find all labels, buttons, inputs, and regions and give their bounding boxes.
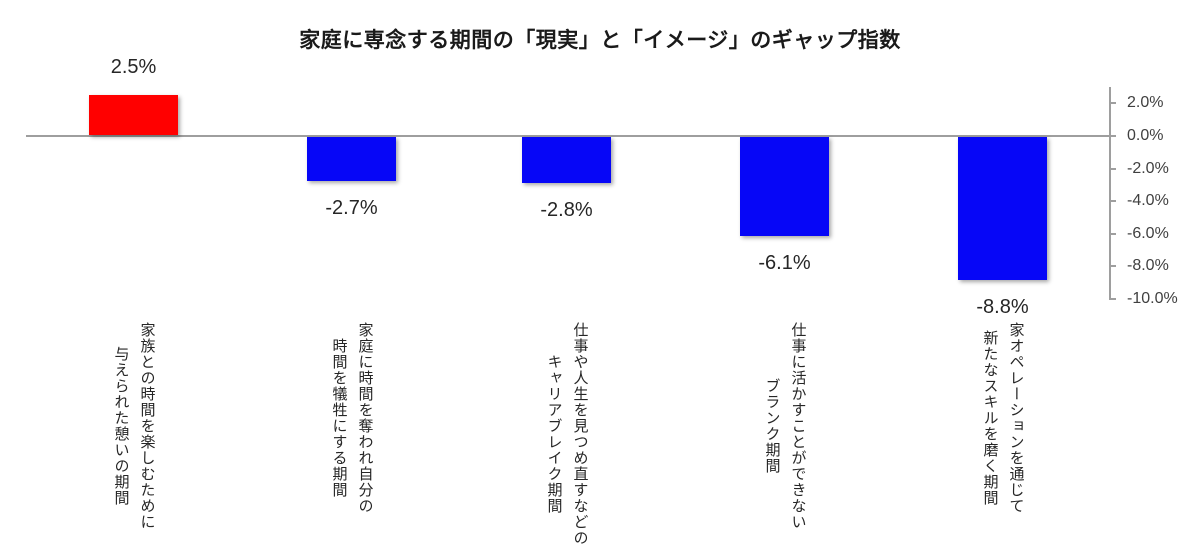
y-axis-tick-label: -4.0% — [1127, 192, 1169, 210]
category-label: 仕事に活かすことができない ブランク期間 — [763, 322, 807, 530]
category-label: 家オペレーションを通じて 新たなスキルを磨く期間 — [981, 322, 1025, 514]
y-axis-tick — [1109, 167, 1116, 170]
category-label: 家庭に時間を奪われ自分の 時間を犠牲にする期間 — [330, 322, 374, 514]
bar-value-label: -8.8% — [976, 296, 1029, 319]
zero-gridline — [26, 135, 1109, 137]
bar — [89, 95, 178, 135]
bar — [958, 137, 1047, 281]
y-axis-tick — [1109, 102, 1116, 105]
y-axis-tick — [1109, 265, 1116, 268]
bar — [740, 137, 829, 237]
bar-value-label: 2.5% — [110, 56, 157, 79]
y-axis-tick-label: 2.0% — [1127, 94, 1164, 112]
bar — [307, 137, 396, 181]
y-axis-line — [1109, 87, 1111, 299]
y-axis-tick — [1109, 135, 1116, 137]
bar — [522, 137, 611, 183]
y-axis-tick — [1109, 232, 1116, 235]
y-axis-tick-label: -8.0% — [1127, 257, 1169, 275]
chart-title: 家庭に専念する期間の「現実」と「イメージ」のギャップ指数 — [299, 29, 901, 52]
bar-value-label: -6.1% — [758, 252, 811, 275]
category-label: 仕事や人生を見つめ直すなどの キャリアブレイク期間 — [545, 322, 589, 546]
y-axis-tick-label: -6.0% — [1127, 224, 1169, 242]
y-axis-tick-label: -2.0% — [1127, 159, 1169, 177]
bar-value-label: -2.7% — [325, 197, 378, 219]
y-axis-tick-label: -10.0% — [1127, 290, 1178, 307]
y-axis-tick — [1109, 298, 1116, 300]
bar-value-label: -2.8% — [540, 198, 593, 221]
y-axis-tick — [1109, 200, 1116, 203]
category-label: 家族との時間を楽しむために 与えられた憩いの期間 — [112, 322, 156, 530]
y-axis-tick-label: 0.0% — [1127, 127, 1164, 144]
